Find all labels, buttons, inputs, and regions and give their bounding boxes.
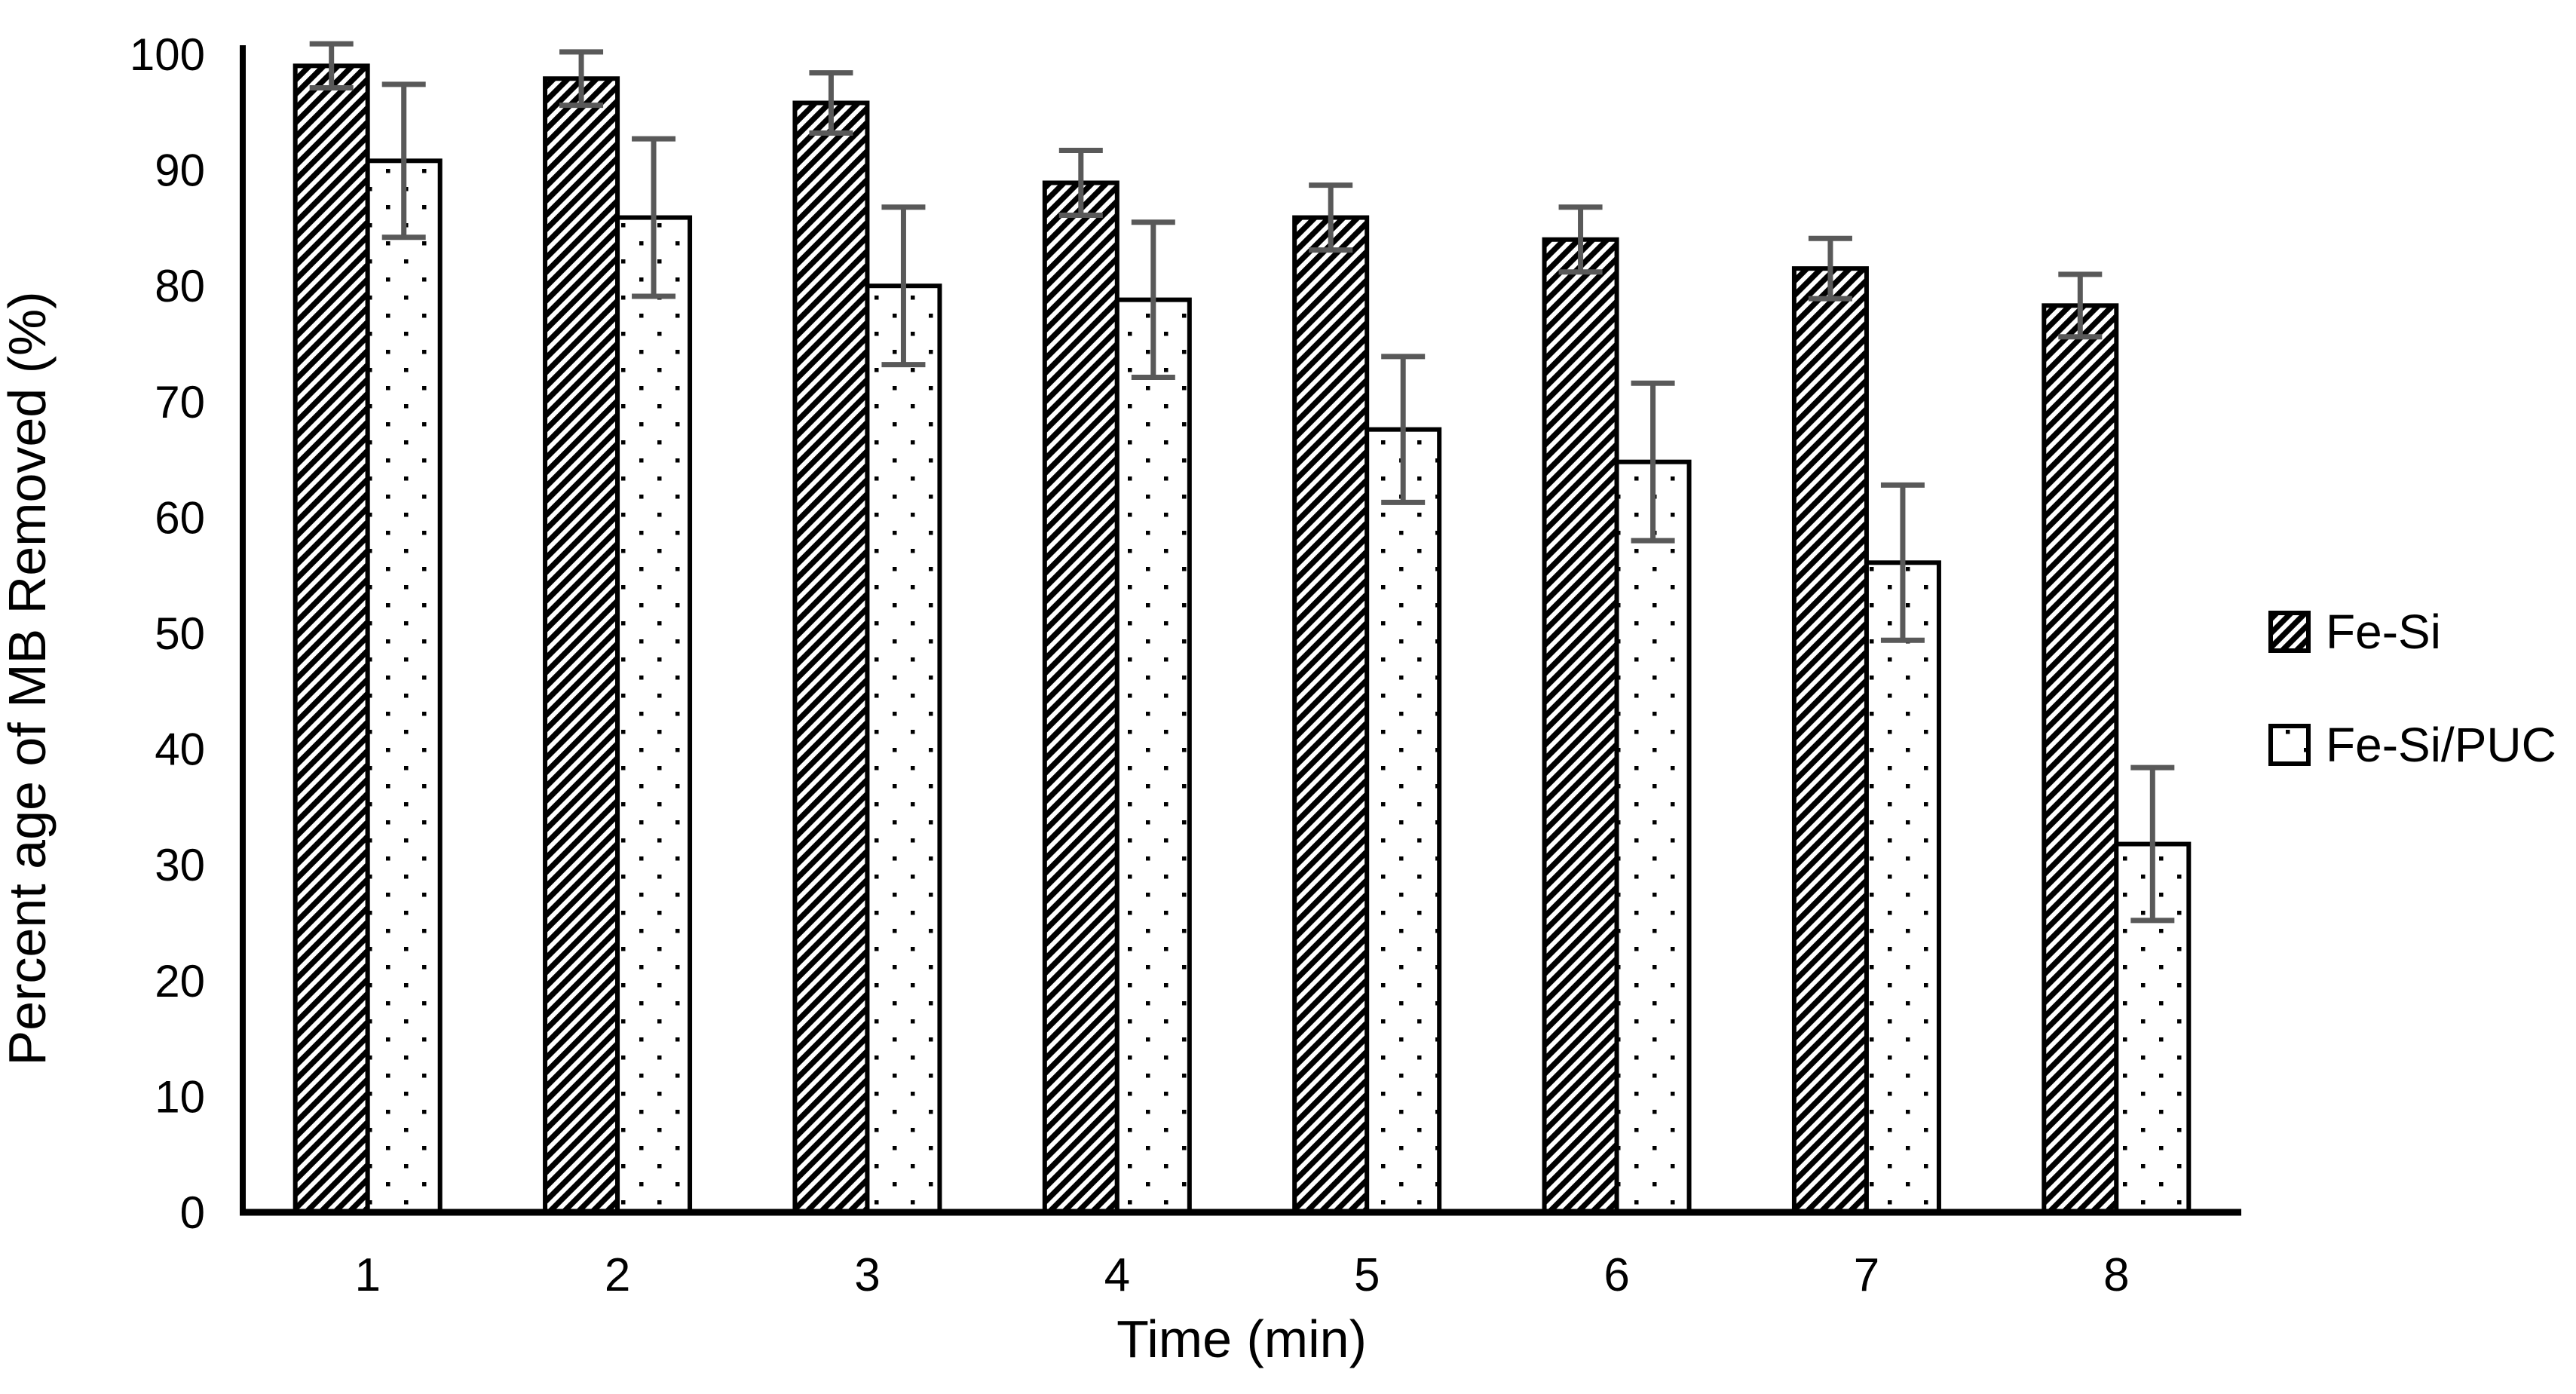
bar-fe-si-puc-2 (615, 215, 693, 1215)
legend-item-fe-si: Fe-Si (2268, 605, 2441, 659)
legend-label: Fe-Si/PUC (2326, 718, 2556, 772)
bar-fe-si-3 (792, 100, 870, 1215)
legend-label: Fe-Si (2326, 605, 2441, 659)
x-tick-label-6: 6 (1603, 1249, 1629, 1301)
error-bar (2058, 271, 2103, 340)
bar-fe-si-2 (543, 76, 620, 1215)
error-bar (559, 49, 604, 109)
error-bar (1808, 235, 1852, 302)
error-bar (309, 41, 354, 91)
y-tick-label-70: 70 (155, 377, 205, 427)
error-bar (1058, 147, 1103, 219)
error-bars-layer (309, 41, 2175, 924)
x-tick-label-4: 4 (1104, 1249, 1130, 1301)
bar-fe-si-puc-7 (1864, 560, 1941, 1215)
bar-fe-si-4 (1042, 180, 1120, 1215)
x-axis-title: Time (min) (1116, 1310, 1367, 1368)
x-tick-label-8: 8 (2103, 1249, 2129, 1301)
x-tick-label-2: 2 (605, 1249, 630, 1301)
error-bar (381, 81, 426, 241)
bar-fe-si-puc-4 (1114, 297, 1192, 1215)
x-tick-label-5: 5 (1354, 1249, 1380, 1301)
error-bar (1381, 354, 1426, 505)
y-axis-title: Percent age of MB Removed (%) (0, 291, 57, 1065)
x-tick-labels: 1 2 3 4 5 6 7 8 (354, 1249, 2129, 1301)
y-tick-label-0: 0 (180, 1187, 205, 1238)
bar-fe-si-puc-5 (1365, 427, 1442, 1215)
y-tick-label-50: 50 (155, 608, 205, 659)
legend: Fe-Si Fe-Si/PUC (2268, 605, 2556, 772)
y-tick-label-90: 90 (155, 146, 205, 196)
y-tick-label-20: 20 (155, 956, 205, 1006)
x-tick-label-3: 3 (854, 1249, 880, 1301)
y-tick-label-100: 100 (130, 29, 205, 80)
y-tick-labels: 0 10 20 30 40 50 60 70 80 90 100 (130, 29, 205, 1238)
legend-swatch (2268, 724, 2311, 766)
y-tick-label-80: 80 (155, 261, 205, 311)
bar-fe-si-1 (293, 63, 370, 1215)
bar-fe-si-5 (1292, 215, 1370, 1215)
error-bar (1558, 204, 1603, 275)
x-tick-label-1: 1 (354, 1249, 380, 1301)
y-tick-label-60: 60 (155, 492, 205, 543)
error-bar (1131, 219, 1175, 381)
error-bar (881, 204, 926, 368)
error-bar (1880, 482, 1925, 643)
y-tick-label-30: 30 (155, 840, 205, 890)
x-tick-label-7: 7 (1854, 1249, 1879, 1301)
bar-fe-si-puc-3 (865, 283, 942, 1215)
error-bar (809, 70, 853, 136)
bar-fe-si-puc-1 (365, 158, 443, 1215)
bar-fe-si-8 (2042, 303, 2119, 1215)
y-tick-label-40: 40 (155, 725, 205, 775)
y-tick-label-10: 10 (155, 1071, 205, 1122)
legend-item-fe-si-puc: Fe-Si/PUC (2268, 718, 2556, 772)
error-bar (1309, 182, 1353, 253)
bar-fe-si-puc-6 (1614, 459, 1692, 1215)
error-bar (2130, 764, 2175, 924)
error-bar (1631, 380, 1675, 544)
legend-swatch (2268, 611, 2311, 653)
bar-fe-si-6 (1542, 237, 1619, 1215)
error-bar (632, 136, 676, 299)
bar-fe-si-7 (1791, 266, 1869, 1215)
